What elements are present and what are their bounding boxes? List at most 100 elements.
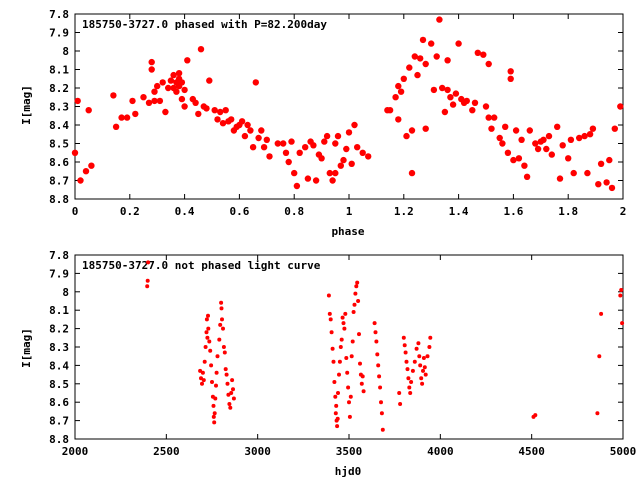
data-point <box>373 330 378 335</box>
data-point <box>510 156 517 164</box>
data-point <box>408 169 416 177</box>
data-point <box>491 114 498 121</box>
data-point <box>444 86 451 94</box>
data-point <box>222 350 227 355</box>
data-point <box>329 177 336 184</box>
data-point <box>348 160 355 167</box>
data-point <box>198 368 203 373</box>
data-point <box>606 156 613 164</box>
x-tick-label: 1.6 <box>503 205 523 218</box>
y-tick-label: 7.9 <box>49 27 69 40</box>
data-point <box>452 90 460 97</box>
data-point <box>392 94 399 101</box>
data-point <box>210 380 214 384</box>
data-point <box>229 391 234 395</box>
data-point <box>219 120 227 127</box>
x-tick-label: 0.8 <box>284 205 304 218</box>
data-point <box>565 155 572 162</box>
data-point <box>212 411 217 416</box>
data-point <box>217 108 224 116</box>
data-point <box>421 356 426 360</box>
data-point <box>329 330 334 335</box>
data-point <box>310 142 317 149</box>
data-point <box>354 284 359 289</box>
data-point <box>421 368 425 373</box>
data-point <box>422 125 429 132</box>
data-point <box>597 354 602 359</box>
data-point <box>332 140 339 147</box>
data-point <box>207 339 212 344</box>
data-point <box>599 311 604 316</box>
data-point <box>433 53 440 60</box>
data-point <box>203 345 208 349</box>
data-point <box>326 293 331 298</box>
data-point <box>204 317 209 322</box>
data-point <box>333 394 338 399</box>
data-point <box>208 348 213 353</box>
data-point <box>576 134 583 142</box>
data-point <box>230 378 235 383</box>
data-point <box>422 365 427 370</box>
data-point <box>321 138 328 145</box>
data-point <box>343 311 348 316</box>
data-point <box>209 363 214 368</box>
data-point <box>156 97 164 105</box>
data-point <box>201 378 206 383</box>
y-tick-label: 8.1 <box>49 64 69 77</box>
data-point <box>403 350 408 355</box>
data-point <box>354 144 361 151</box>
data-point <box>395 82 402 90</box>
data-point <box>337 359 342 364</box>
data-point <box>332 169 339 177</box>
data-point <box>302 144 309 151</box>
data-point <box>507 68 514 75</box>
data-point <box>220 317 224 322</box>
data-point <box>145 284 150 289</box>
data-point <box>502 123 509 130</box>
y-tick-label: 8.5 <box>49 138 69 151</box>
data-point <box>263 136 270 143</box>
data-point <box>419 36 427 44</box>
y-tick-label: 8.2 <box>49 323 69 336</box>
data-point <box>214 370 219 375</box>
y-tick-label: 8.4 <box>49 119 69 132</box>
data-point <box>361 389 366 394</box>
data-point <box>397 88 405 95</box>
data-point <box>350 339 355 344</box>
data-point <box>360 374 365 379</box>
data-point <box>151 88 158 95</box>
data-point <box>395 116 402 123</box>
data-point <box>402 343 407 348</box>
data-point <box>222 107 229 114</box>
data-point <box>359 149 366 156</box>
y-tick-label: 7.8 <box>49 249 69 262</box>
data-point <box>304 175 312 182</box>
data-point <box>408 127 416 134</box>
data-point <box>427 345 432 349</box>
data-point <box>181 86 188 94</box>
data-point <box>372 321 377 326</box>
data-point <box>365 153 372 160</box>
data-point <box>559 142 566 149</box>
data-point <box>221 345 226 349</box>
x-tick-label: 1 <box>346 205 353 218</box>
data-point <box>77 177 84 184</box>
data-point <box>471 99 479 107</box>
y-tick-label: 8.3 <box>49 341 69 354</box>
data-point <box>206 326 211 331</box>
data-point <box>296 149 303 156</box>
data-point <box>342 326 347 331</box>
data-point <box>407 385 412 390</box>
data-point <box>244 121 251 129</box>
data-point <box>353 291 358 296</box>
data-point <box>328 317 333 322</box>
data-point <box>499 140 506 147</box>
data-point <box>423 372 428 377</box>
data-point <box>595 411 600 416</box>
data-point <box>543 145 550 153</box>
data-point <box>620 321 625 326</box>
data-point <box>145 99 153 107</box>
data-point <box>331 359 336 364</box>
data-point <box>146 260 151 265</box>
